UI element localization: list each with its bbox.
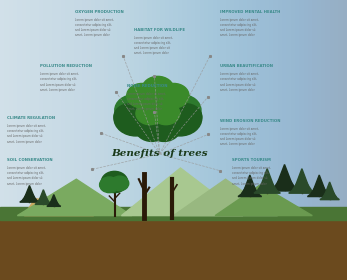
- Polygon shape: [17, 179, 132, 216]
- Circle shape: [115, 95, 153, 126]
- Polygon shape: [0, 218, 347, 280]
- Polygon shape: [293, 176, 311, 190]
- Polygon shape: [23, 190, 36, 200]
- Polygon shape: [121, 168, 243, 216]
- Circle shape: [135, 114, 169, 141]
- Polygon shape: [277, 165, 292, 183]
- Polygon shape: [307, 187, 331, 197]
- Circle shape: [152, 102, 180, 125]
- Text: URBAN BEAUTIFICATION: URBAN BEAUTIFICATION: [220, 64, 273, 68]
- Polygon shape: [37, 194, 49, 202]
- Polygon shape: [215, 185, 312, 216]
- Circle shape: [114, 101, 158, 136]
- Text: POLLUTION REDUCTION: POLLUTION REDUCTION: [40, 64, 92, 68]
- Circle shape: [136, 102, 164, 125]
- Text: Lorem ipsum dolor sit amet,
consectetur adipiscing elit,
and Lorem ipsum dolor s: Lorem ipsum dolor sit amet, consectetur …: [134, 36, 172, 55]
- Polygon shape: [289, 183, 315, 193]
- Polygon shape: [258, 176, 277, 190]
- Polygon shape: [238, 187, 262, 197]
- Text: WIND EROSION REDUCTION: WIND EROSION REDUCTION: [220, 119, 281, 123]
- Polygon shape: [25, 186, 34, 197]
- Text: Lorem ipsum dolor sit amet,
consectetur adipiscing elit,
sed Lorem ipsum dolor s: Lorem ipsum dolor sit amet, consectetur …: [40, 72, 79, 92]
- Polygon shape: [39, 190, 48, 200]
- Polygon shape: [313, 175, 325, 190]
- Circle shape: [142, 76, 174, 102]
- Circle shape: [125, 85, 167, 119]
- Text: NOISE REDUCTION: NOISE REDUCTION: [127, 84, 167, 88]
- Polygon shape: [244, 175, 256, 190]
- Polygon shape: [50, 195, 57, 203]
- Polygon shape: [49, 198, 59, 205]
- Text: SPORTS TOURISM: SPORTS TOURISM: [232, 158, 271, 162]
- Polygon shape: [323, 187, 337, 197]
- Polygon shape: [0, 207, 347, 220]
- Polygon shape: [47, 201, 61, 206]
- Polygon shape: [174, 179, 278, 216]
- Polygon shape: [311, 181, 328, 193]
- Polygon shape: [242, 181, 258, 193]
- Text: Lorem ipsum dolor sit amet,
consectetur adipiscing elit,
sed Lorem ipsum dolor s: Lorem ipsum dolor sit amet, consectetur …: [7, 124, 46, 144]
- Polygon shape: [20, 195, 39, 202]
- Text: Lorem ipsum dolor sit amet,
consectetur adipiscing elit,
sed Lorem ipsum dolor s: Lorem ipsum dolor sit amet, consectetur …: [7, 166, 46, 186]
- Polygon shape: [254, 183, 280, 193]
- Circle shape: [159, 83, 189, 108]
- Circle shape: [130, 91, 186, 136]
- Text: CLIMATE REGULATION: CLIMATE REGULATION: [7, 116, 55, 120]
- Text: SOIL CONSERVATION: SOIL CONSERVATION: [7, 158, 52, 162]
- Polygon shape: [274, 172, 295, 187]
- Text: IMPROVED MENTAL HEALTH: IMPROVED MENTAL HEALTH: [220, 10, 281, 14]
- Text: Lorem ipsum dolor sit amet,
consectetur adipiscing elit,
sed Lorem ipsum dolor s: Lorem ipsum dolor sit amet, consectetur …: [232, 166, 271, 186]
- Polygon shape: [320, 192, 339, 200]
- Circle shape: [149, 85, 191, 119]
- Text: Lorem ipsum dolor sit amet,
consectetur adipiscing elit,
sed Lorem ipsum dolor s: Lorem ipsum dolor sit amet, consectetur …: [220, 72, 259, 92]
- Text: Lorem ipsum dolor sit amet,
consectetur adipiscing elit,
sed Lorem ipsum dolor s: Lorem ipsum dolor sit amet, consectetur …: [75, 18, 113, 37]
- Circle shape: [111, 176, 129, 191]
- Circle shape: [101, 171, 128, 193]
- Circle shape: [163, 95, 201, 126]
- Text: OXYGEN PRODUCTION: OXYGEN PRODUCTION: [75, 10, 123, 14]
- Circle shape: [138, 80, 178, 112]
- Circle shape: [147, 114, 181, 141]
- Polygon shape: [35, 198, 52, 204]
- Text: Lorem ipsum dolor sit amet,
consectetur adipiscing elit,
sed Lorem ipsum dolor s: Lorem ipsum dolor sit amet, consectetur …: [127, 92, 166, 111]
- Text: Benefits of trees: Benefits of trees: [111, 150, 208, 158]
- Text: Lorem ipsum dolor sit amet,
consectetur adipiscing elit,
sed Lorem ipsum dolor s: Lorem ipsum dolor sit amet, consectetur …: [220, 18, 259, 37]
- Polygon shape: [270, 180, 299, 191]
- Polygon shape: [261, 169, 274, 186]
- Polygon shape: [325, 182, 335, 195]
- Polygon shape: [295, 169, 308, 186]
- Circle shape: [170, 104, 202, 129]
- Text: Lorem ipsum dolor sit amet,
consectetur adipiscing elit,
sed Lorem ipsum dolor s: Lorem ipsum dolor sit amet, consectetur …: [220, 127, 259, 146]
- Polygon shape: [24, 199, 94, 216]
- Circle shape: [127, 83, 157, 108]
- Circle shape: [158, 101, 202, 136]
- Circle shape: [114, 104, 146, 129]
- Text: HABITAT FOR WILDLIFE: HABITAT FOR WILDLIFE: [134, 28, 185, 32]
- Circle shape: [100, 177, 119, 193]
